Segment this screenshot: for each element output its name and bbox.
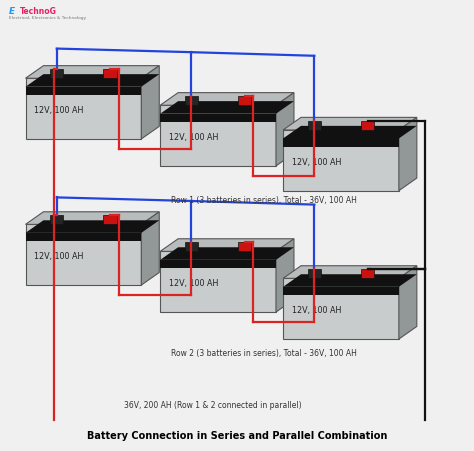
Polygon shape (399, 266, 417, 339)
Bar (160, 105, 276, 166)
Text: 12V, 100 AH: 12V, 100 AH (292, 306, 341, 315)
Bar (283, 278, 399, 339)
Bar (26, 78, 141, 139)
Bar (361, 121, 374, 130)
Bar (160, 260, 276, 268)
Bar (238, 96, 251, 105)
Text: E: E (9, 7, 15, 16)
Polygon shape (26, 212, 159, 225)
Polygon shape (160, 247, 294, 260)
Polygon shape (141, 212, 159, 285)
Bar (361, 269, 374, 278)
Polygon shape (283, 117, 417, 130)
Text: Electrical, Electronics & Technology: Electrical, Electronics & Technology (9, 15, 86, 19)
Bar (160, 114, 276, 122)
Text: Row 2 (3 batteries in series), Total - 36V, 100 AH: Row 2 (3 batteries in series), Total - 3… (171, 349, 357, 358)
Polygon shape (160, 101, 294, 114)
Text: TechnoG: TechnoG (19, 7, 56, 16)
Polygon shape (141, 66, 159, 139)
Polygon shape (160, 239, 294, 251)
Polygon shape (160, 92, 294, 105)
Text: 12V, 100 AH: 12V, 100 AH (34, 106, 83, 115)
Bar (283, 287, 399, 295)
Text: 12V, 100 AH: 12V, 100 AH (169, 280, 218, 289)
Bar (50, 216, 64, 225)
Polygon shape (399, 117, 417, 191)
Bar (185, 242, 198, 251)
Text: 12V, 100 AH: 12V, 100 AH (169, 133, 218, 143)
Bar (26, 87, 141, 95)
Polygon shape (283, 126, 417, 138)
Text: 12V, 100 AH: 12V, 100 AH (292, 158, 341, 167)
Polygon shape (26, 74, 159, 87)
Polygon shape (283, 274, 417, 287)
Polygon shape (276, 92, 294, 166)
Text: Row 1 (3 batteries in series), Total - 36V, 100 AH: Row 1 (3 batteries in series), Total - 3… (171, 196, 357, 205)
Text: Battery Connection in Series and Parallel Combination: Battery Connection in Series and Paralle… (87, 431, 387, 442)
Bar (308, 121, 321, 130)
Bar (283, 130, 399, 191)
Bar (50, 69, 64, 78)
Bar (103, 69, 117, 78)
Text: 12V, 100 AH: 12V, 100 AH (34, 253, 83, 262)
Bar (185, 96, 198, 105)
Polygon shape (26, 66, 159, 78)
Bar (26, 233, 141, 241)
Polygon shape (26, 220, 159, 233)
Bar (308, 269, 321, 278)
Bar (238, 242, 251, 251)
Bar (160, 251, 276, 312)
Polygon shape (283, 266, 417, 278)
Polygon shape (276, 239, 294, 312)
Bar (26, 225, 141, 285)
Bar (283, 138, 399, 147)
Text: 36V, 200 AH (Row 1 & 2 connected in parallel): 36V, 200 AH (Row 1 & 2 connected in para… (124, 401, 301, 410)
Bar (103, 216, 117, 225)
